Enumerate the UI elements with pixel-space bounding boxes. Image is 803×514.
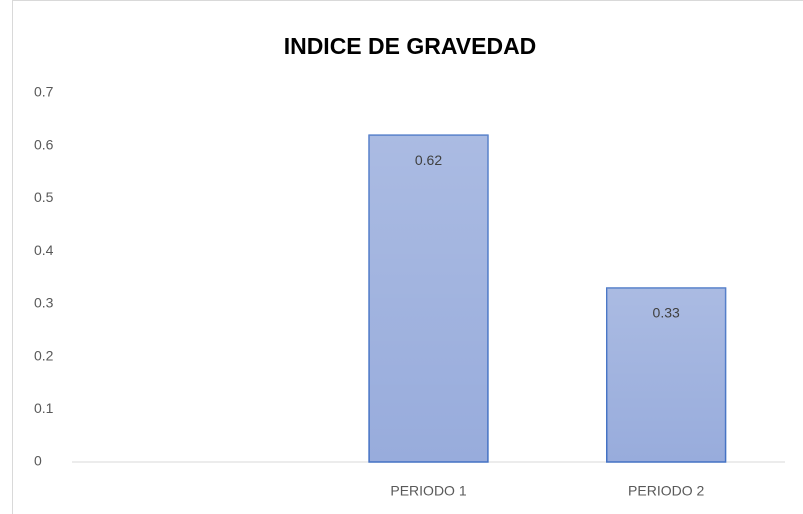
y-tick-label: 0: [34, 453, 42, 469]
y-tick-label: 0.1: [34, 400, 54, 416]
y-tick-label: 0.5: [34, 189, 54, 205]
y-tick-label: 0.4: [34, 242, 54, 258]
y-tick-label: 0.2: [34, 347, 54, 363]
data-label: 0.33: [653, 305, 680, 321]
bar-shade: [369, 135, 488, 462]
x-tick-label: PERIODO 2: [628, 483, 704, 499]
bar-shade: [606, 288, 726, 462]
y-tick-label: 0.7: [34, 84, 54, 100]
y-tick-label: 0.3: [34, 295, 54, 311]
x-tick-label: PERIODO 1: [390, 483, 466, 499]
chart-title: INDICE DE GRAVEDAD: [284, 33, 537, 59]
data-label: 0.62: [415, 152, 442, 168]
y-tick-label: 0.6: [34, 136, 54, 152]
